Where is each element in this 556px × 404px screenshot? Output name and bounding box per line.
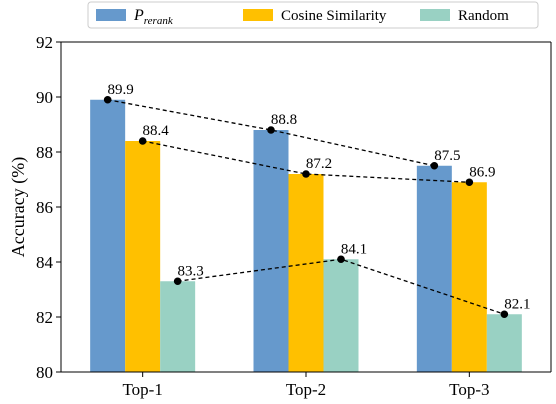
bar-p-rerank-top-2 (254, 130, 289, 372)
bar-cosine-similarity-top-2 (289, 174, 324, 372)
y-tick-label-90: 90 (36, 88, 53, 107)
y-tick-label-88: 88 (36, 143, 53, 162)
data-label-p-rerank-top-2: 88.8 (271, 112, 297, 128)
x-tick-label-top-2: Top-2 (286, 380, 326, 399)
bar-random-top-3 (487, 314, 522, 372)
data-label-cosine-similarity-top-3: 86.9 (469, 164, 495, 180)
legend-swatch-cosine-similarity (243, 9, 273, 21)
data-label-p-rerank-top-3: 87.5 (434, 148, 460, 164)
legend-label-random: Random (458, 8, 509, 24)
legend-label-cosine-similarity: Cosine Similarity (281, 8, 387, 24)
y-tick-label-80: 80 (36, 363, 53, 382)
legend-swatch-random (420, 9, 450, 21)
bar-cosine-similarity-top-1 (125, 141, 160, 372)
x-tick-label-top-1: Top-1 (122, 380, 162, 399)
bars (90, 100, 522, 372)
y-axis-title: Accuracy (%) (8, 157, 29, 257)
legend-swatch-p-rerank (96, 9, 126, 21)
bar-p-rerank-top-1 (90, 100, 125, 372)
bar-random-top-1 (160, 281, 195, 372)
y-tick-label-92: 92 (36, 33, 53, 52)
data-label-random-top-2: 84.1 (341, 241, 367, 257)
data-label-random-top-1: 83.3 (178, 263, 204, 279)
y-tick-label-82: 82 (36, 308, 53, 327)
data-label-cosine-similarity-top-1: 88.4 (143, 123, 170, 139)
bar-p-rerank-top-3 (417, 166, 452, 372)
data-label-p-rerank-top-1: 89.9 (108, 82, 134, 98)
bar-random-top-2 (324, 259, 359, 372)
data-label-random-top-3: 82.1 (504, 296, 530, 312)
x-tick-label-top-3: Top-3 (449, 380, 489, 399)
data-label-cosine-similarity-top-2: 87.2 (306, 156, 332, 172)
y-tick-label-84: 84 (36, 253, 54, 272)
legend: Prerank Cosine Similarity Random (88, 2, 538, 28)
y-tick-label-86: 86 (36, 198, 53, 217)
bar-cosine-similarity-top-3 (452, 182, 487, 372)
